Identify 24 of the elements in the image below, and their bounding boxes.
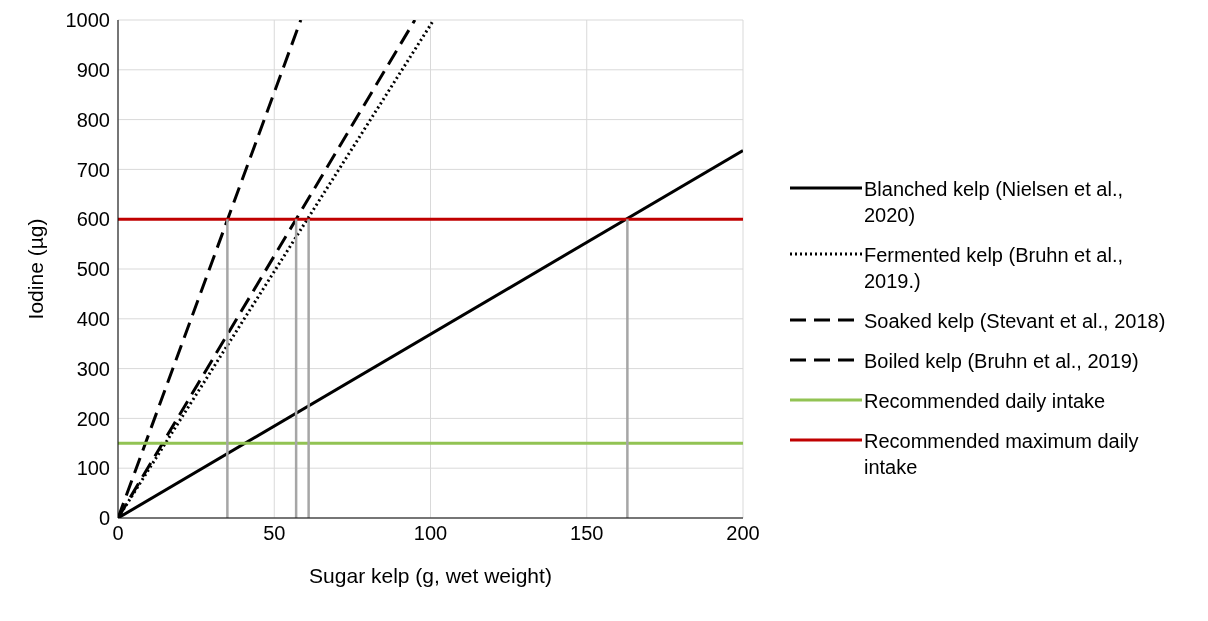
legend-label: Soaked kelp (Stevant et al., 2018) xyxy=(864,309,1167,334)
y-tick-label: 200 xyxy=(76,407,110,430)
y-tick-label: 900 xyxy=(76,58,110,81)
x-tick-label: 50 xyxy=(263,522,286,545)
legend-label: Blanched kelp (Nielsen et al., 2020) xyxy=(864,177,1125,228)
legend-label: Boiled kelp (Bruhn et al., 2019) xyxy=(864,349,1140,374)
y-tick-label: 800 xyxy=(76,108,110,131)
y-tick-label: 500 xyxy=(76,258,110,281)
y-tick-label: 0 xyxy=(98,507,110,530)
y-tick-label: 1000 xyxy=(65,9,110,32)
y-tick-label: 700 xyxy=(76,158,110,181)
x-tick-label: 200 xyxy=(726,522,760,545)
legend-label: Recommended daily intake xyxy=(864,389,1107,414)
y-tick-label: 400 xyxy=(76,307,110,330)
x-tick-label: 100 xyxy=(413,522,448,545)
x-tick-label: 150 xyxy=(570,522,604,545)
legend-label: Fermented kelp (Bruhn et al., 2019.) xyxy=(864,243,1124,294)
y-axis-title: Iodine (µg) xyxy=(24,218,48,320)
y-tick-label: 300 xyxy=(76,357,110,380)
y-tick-label: 100 xyxy=(76,457,110,480)
legend-label: Recommended maximum daily intake xyxy=(864,429,1140,480)
x-tick-label: 0 xyxy=(112,522,124,545)
y-tick-label: 600 xyxy=(76,208,110,231)
x-axis-title: Sugar kelp (g, wet weight) xyxy=(309,564,552,587)
